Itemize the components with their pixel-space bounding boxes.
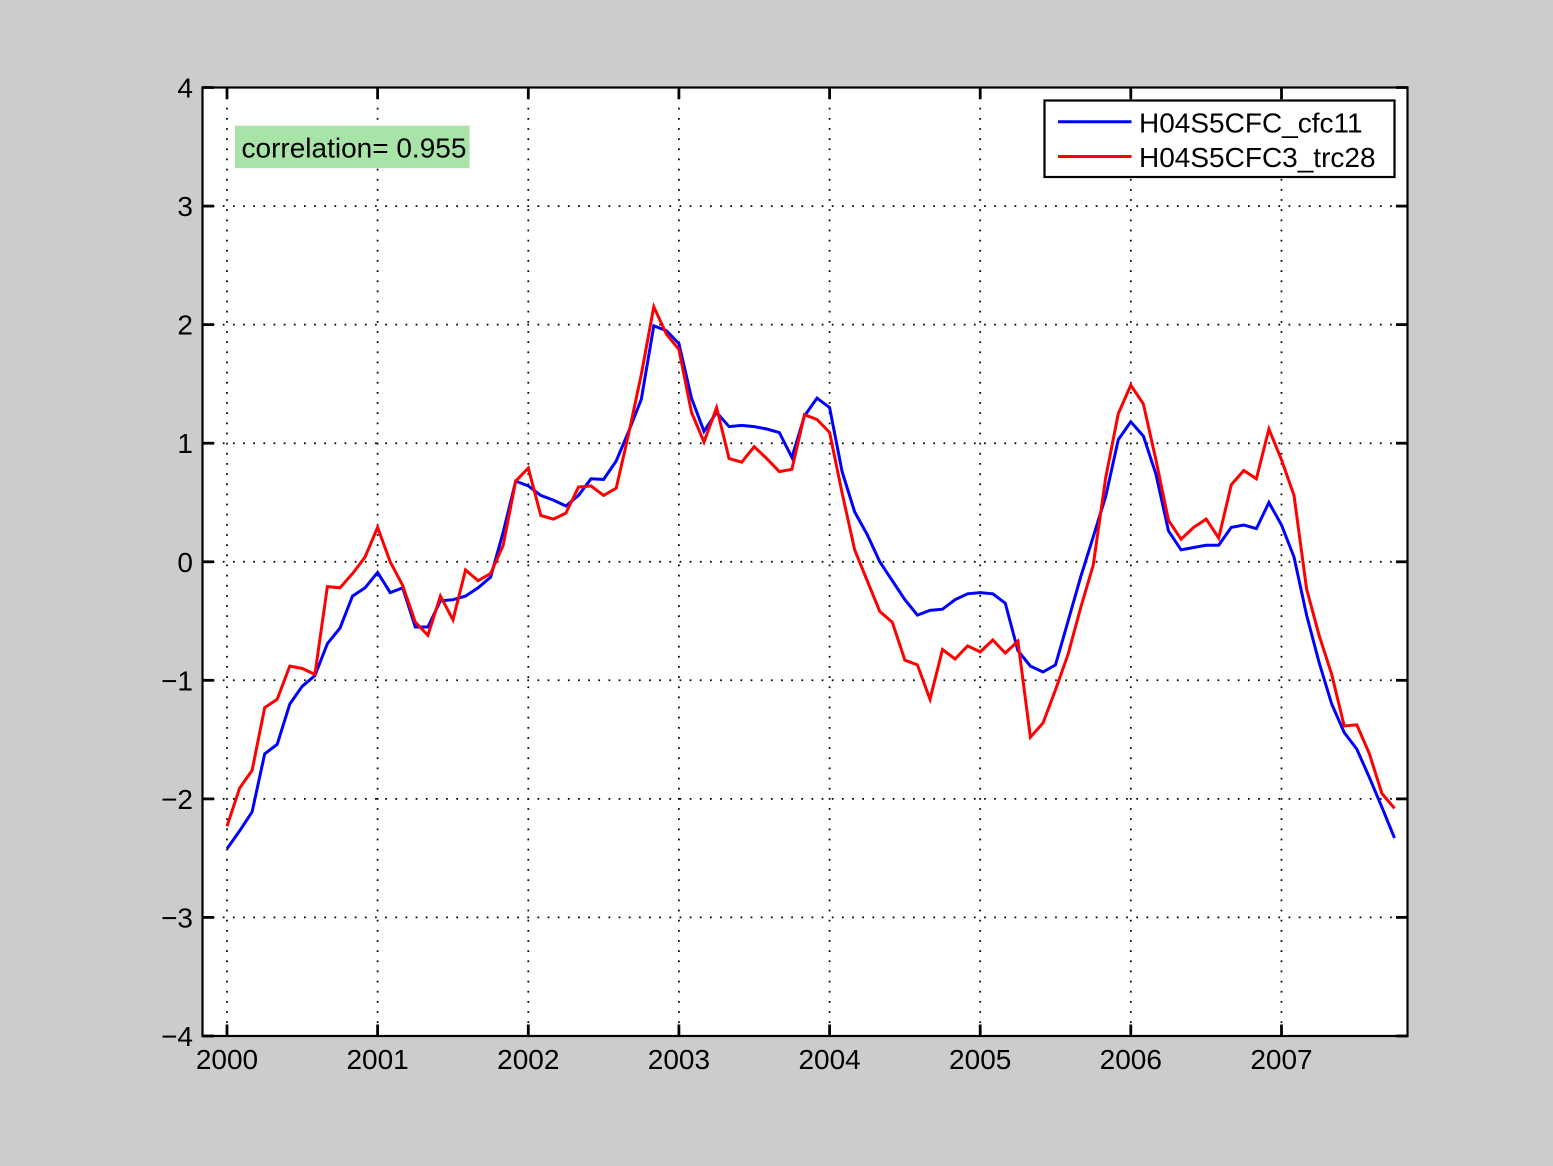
svg-text:2005: 2005 [949, 1044, 1011, 1075]
svg-text:0: 0 [177, 547, 193, 578]
svg-text:2006: 2006 [1100, 1044, 1162, 1075]
svg-text:4: 4 [177, 73, 193, 104]
svg-text:−4: −4 [161, 1021, 193, 1052]
svg-text:2007: 2007 [1250, 1044, 1312, 1075]
svg-text:H04S5CFC3_trc28: H04S5CFC3_trc28 [1139, 142, 1376, 173]
svg-text:2: 2 [177, 310, 193, 341]
svg-text:−3: −3 [161, 902, 193, 933]
svg-text:correlation= 0.955: correlation= 0.955 [242, 133, 467, 164]
svg-text:2000: 2000 [196, 1044, 258, 1075]
svg-text:−1: −1 [161, 665, 193, 696]
svg-text:1: 1 [177, 428, 193, 459]
svg-text:H04S5CFC_cfc11: H04S5CFC_cfc11 [1139, 107, 1363, 138]
svg-text:2002: 2002 [497, 1044, 559, 1075]
svg-text:2003: 2003 [648, 1044, 710, 1075]
svg-text:2004: 2004 [798, 1044, 860, 1075]
svg-text:−2: −2 [161, 784, 193, 815]
svg-text:2001: 2001 [346, 1044, 408, 1075]
svg-text:3: 3 [177, 191, 193, 222]
